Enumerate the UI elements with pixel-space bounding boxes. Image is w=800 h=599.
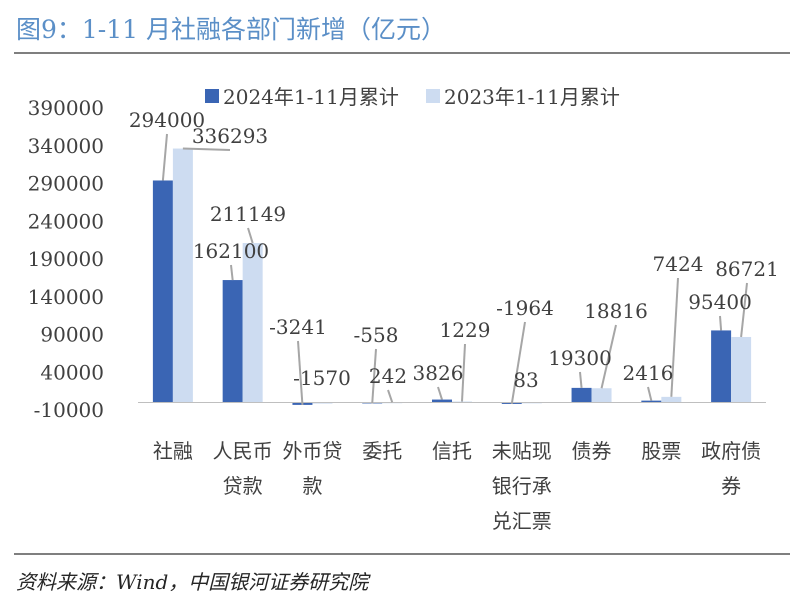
x-category-label-line: 信托 (432, 439, 472, 463)
data-label-leader (247, 227, 254, 244)
data-label-leader (740, 282, 748, 338)
x-category-label-line: 政府债 (701, 439, 761, 463)
source-note: 资料来源：Wind，中国银河证券研究院 (16, 570, 369, 594)
data-label-2023: 336293 (192, 124, 268, 148)
x-category-label-line: 券 (721, 474, 741, 498)
data-label-leader (510, 321, 526, 405)
x-category-label-line: 社融 (153, 439, 193, 463)
data-label-2024: -558 (354, 323, 399, 347)
x-category-label-line: 未贴现 (492, 439, 552, 463)
y-tick-label: 340000 (28, 134, 104, 158)
y-tick-label: 140000 (28, 285, 104, 309)
y-axis-tick-labels: -10000 40000 90000 140000 190000 240000 290000… (28, 96, 104, 422)
figure-title: 图9：1-11 月社融各部门新增（亿元） (16, 15, 447, 44)
top-rule (14, 52, 790, 54)
y-tick-label: 290000 (28, 172, 104, 196)
data-label-2024: -3241 (269, 315, 327, 339)
data-label-2023: 7424 (653, 252, 704, 276)
bar-2024 (222, 280, 243, 403)
bar-2024 (641, 400, 662, 403)
data-label-leader (371, 348, 377, 404)
x-category-label: 股票 (641, 439, 681, 463)
data-label-2023: 242 (369, 364, 407, 388)
y-tick-label: 240000 (28, 209, 104, 233)
bar-2023 (312, 402, 333, 404)
bar-2024 (711, 330, 732, 403)
bar-2023 (661, 396, 682, 403)
x-category-label: 信托 (432, 439, 472, 463)
data-label-2024: 19300 (548, 346, 612, 370)
x-category-label: 债券 (572, 439, 612, 463)
y-tick-label: 190000 (28, 247, 104, 271)
data-label-2024: 294000 (129, 108, 205, 132)
bar-chart: 2024年1-11月累计 2023年1-11月累计 -10000 40000 9000… (28, 85, 779, 533)
x-category-label: 外币贷款 (282, 439, 342, 498)
data-label-leader (437, 386, 443, 400)
y-tick-label: -10000 (34, 398, 104, 422)
data-label-2024: 162100 (193, 239, 269, 263)
data-label-leader (461, 343, 466, 402)
bar-2024 (432, 399, 452, 403)
data-label-leader (297, 340, 304, 405)
x-category-label-line: 股票 (641, 439, 681, 463)
data-label-leader (600, 324, 617, 389)
x-category-label: 未贴现银行承兑汇票 (492, 439, 552, 533)
x-category-label-line: 外币贷 (282, 439, 342, 463)
data-label-2023: 18816 (584, 299, 648, 323)
data-label-leader (670, 277, 679, 397)
data-label-2024: -1964 (496, 296, 554, 320)
x-category-label-line: 委托 (362, 439, 402, 463)
data-label-leader (161, 133, 168, 181)
data-label-leader (387, 389, 394, 403)
x-category-label-line: 人民币 (213, 439, 273, 463)
data-label-leader (647, 386, 653, 401)
bar-2023 (242, 243, 263, 403)
legend-swatch-2 (426, 89, 440, 103)
bar-2024 (571, 387, 592, 403)
data-label-leader (579, 371, 583, 388)
x-category-label: 人民币贷款 (213, 439, 273, 498)
bar-2023 (172, 148, 193, 403)
data-label-2023: 1229 (440, 318, 491, 342)
x-category-label-line: 款 (302, 474, 322, 498)
x-category-label: 社融 (153, 439, 193, 463)
bottom-rule (14, 553, 790, 555)
x-category-label: 政府债券 (701, 439, 761, 498)
legend: 2024年1-11月累计 2023年1-11月累计 (205, 85, 620, 109)
y-tick-label: 90000 (40, 323, 104, 347)
y-tick-label: 390000 (28, 96, 104, 120)
y-tick-label: 40000 (40, 360, 104, 384)
legend-swatch-1 (205, 89, 219, 103)
data-label-2023: 211149 (210, 202, 286, 226)
data-label-leaders (161, 133, 748, 405)
data-label-2024: 2416 (623, 361, 674, 385)
data-label-leader (230, 264, 234, 281)
bar-2023 (731, 336, 752, 403)
data-label-2024: 95400 (688, 290, 752, 314)
data-label-2023: 83 (513, 368, 538, 392)
x-category-label-line: 贷款 (223, 474, 263, 498)
x-category-label: 委托 (362, 439, 402, 463)
x-category-label-line: 银行承 (492, 474, 552, 498)
bar-2024 (152, 180, 173, 403)
data-label-2024: 3826 (413, 361, 464, 385)
x-category-label-line: 兑汇票 (492, 509, 552, 533)
data-label-leader (182, 147, 231, 151)
data-label-2023: 86721 (715, 257, 779, 281)
legend-label-1: 2024年1-11月累计 (223, 85, 399, 109)
bar-2023 (591, 388, 612, 403)
legend-label-2: 2023年1-11月累计 (444, 85, 620, 109)
x-category-label-line: 债券 (572, 439, 612, 463)
data-label-2023: -1570 (293, 366, 351, 390)
data-label-leader (719, 315, 723, 331)
